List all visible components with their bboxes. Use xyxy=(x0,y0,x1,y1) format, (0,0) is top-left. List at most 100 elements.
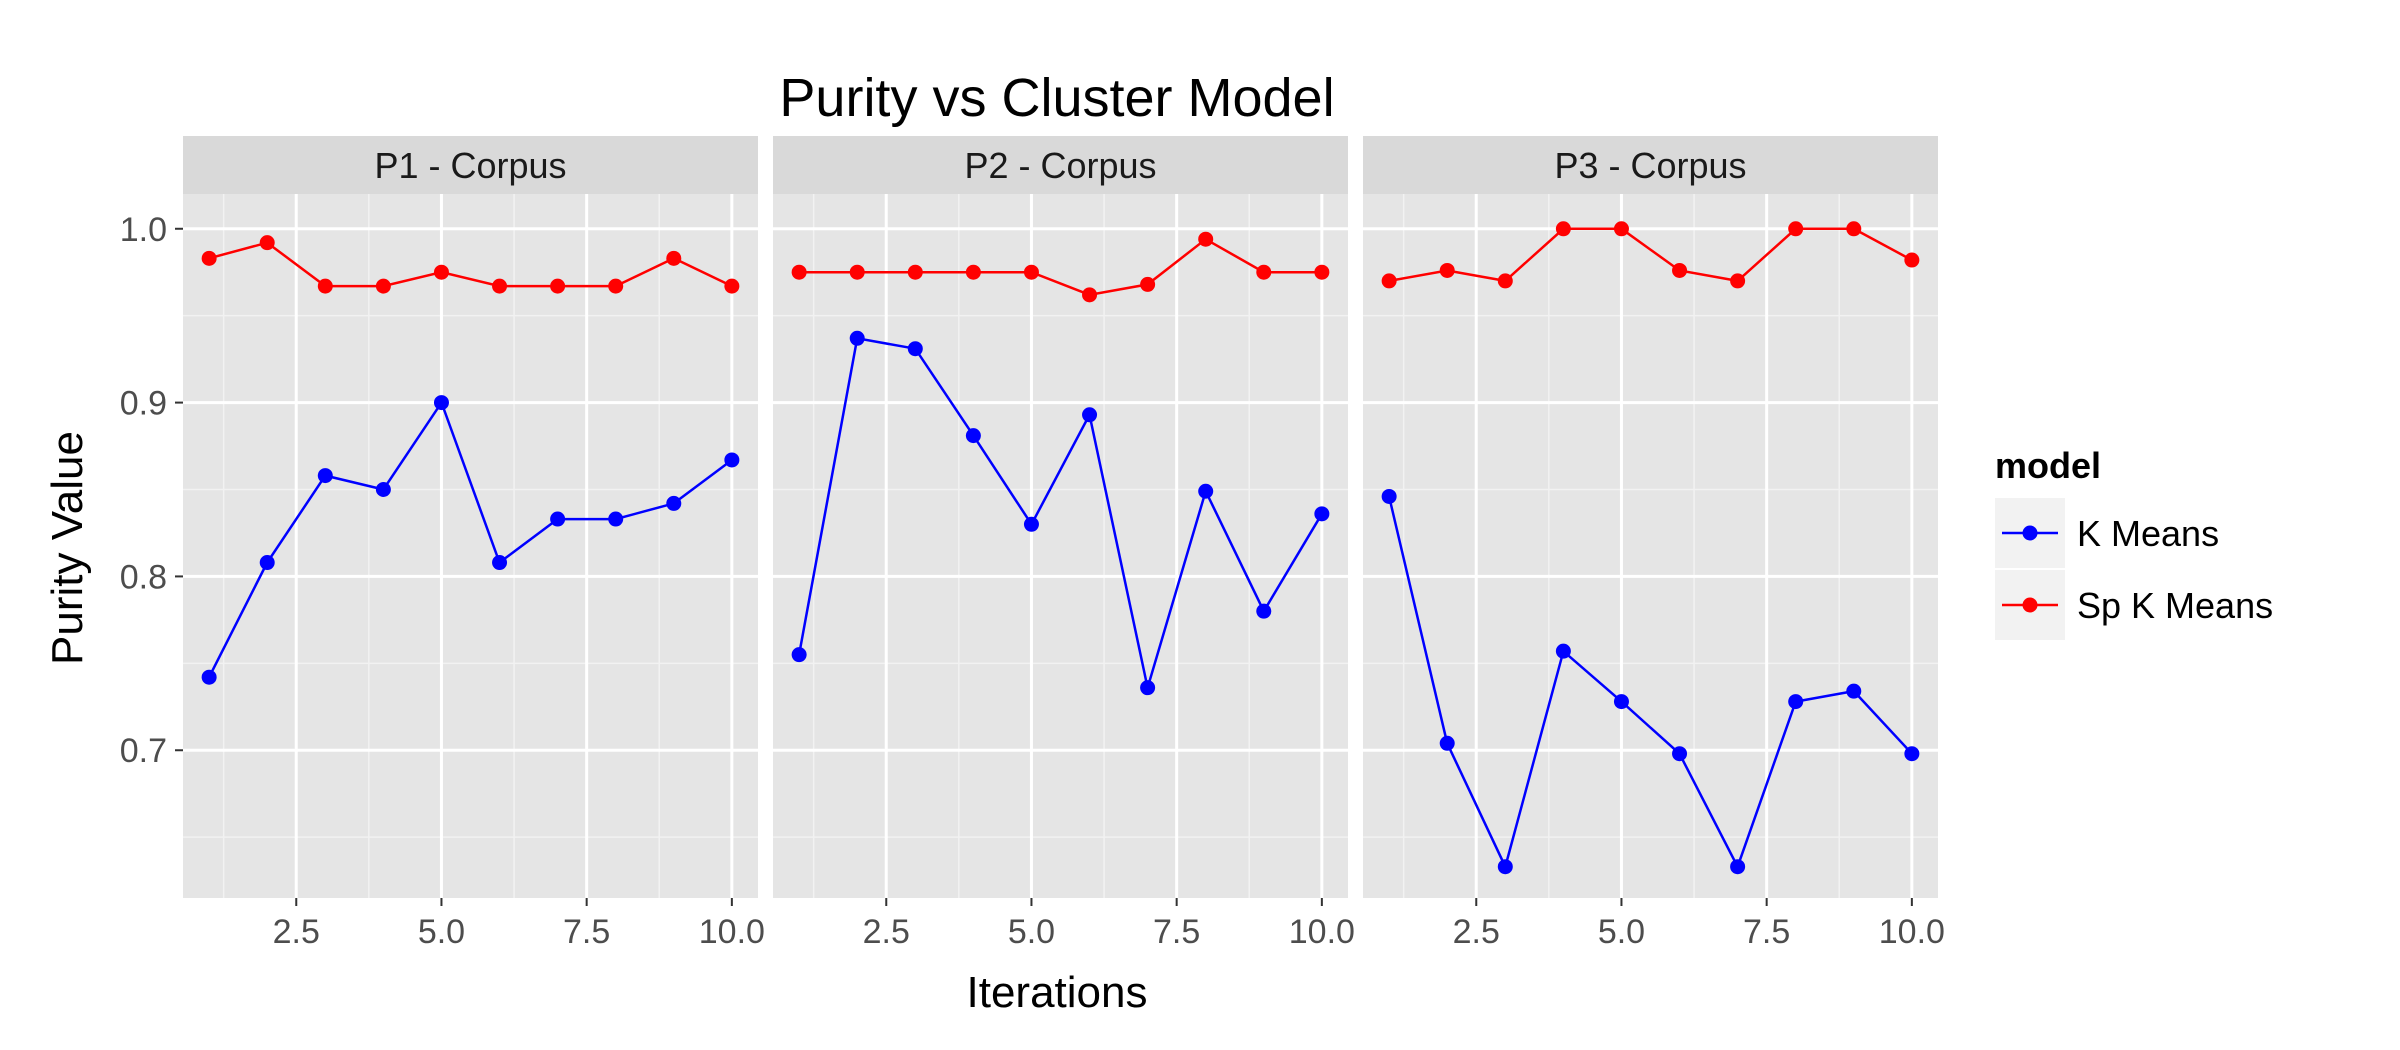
data-point xyxy=(550,278,566,294)
facet-strip xyxy=(773,136,1348,194)
data-point xyxy=(433,264,449,280)
x-tick-label: 7.5 xyxy=(563,913,610,951)
data-point xyxy=(1256,264,1272,280)
panel-background xyxy=(1363,194,1938,898)
data-point xyxy=(791,647,807,663)
data-point xyxy=(375,482,391,498)
panel-background xyxy=(183,194,758,898)
data-point xyxy=(492,555,508,571)
y-tick-label: 0.8 xyxy=(120,558,167,596)
data-point xyxy=(1439,735,1455,751)
legend: model K Means Sp K Means xyxy=(1995,445,2273,640)
data-point xyxy=(907,264,923,280)
series-line xyxy=(207,399,733,678)
data-point xyxy=(1555,643,1571,659)
legend-title: model xyxy=(1995,445,2101,486)
facet-strip-label: P3 - Corpus xyxy=(1554,145,1746,186)
series-line xyxy=(208,241,733,288)
data-point xyxy=(1082,287,1098,303)
data-point xyxy=(1439,262,1455,278)
data-point xyxy=(1198,231,1214,247)
data-point xyxy=(1198,483,1214,499)
data-point xyxy=(550,511,566,527)
series-line xyxy=(797,336,1323,689)
data-point xyxy=(1730,859,1746,875)
data-point xyxy=(1381,273,1397,289)
x-tick-label: 10.0 xyxy=(1289,913,1355,951)
series-line xyxy=(799,237,1322,297)
data-point xyxy=(907,341,923,357)
facet-panels: P1 - Corpus 2.5 5.0 7.5 10.0 0.7 0.8 0.9 1.0 P2 -… xyxy=(120,136,1945,951)
data-point xyxy=(259,235,275,251)
y-axis-title: Purity Value xyxy=(43,431,92,665)
data-point xyxy=(1672,746,1688,762)
data-point xyxy=(1497,859,1513,875)
data-point xyxy=(1555,221,1571,237)
data-point xyxy=(1497,273,1513,289)
x-tick-label: 2.5 xyxy=(863,913,910,951)
data-point xyxy=(1846,683,1862,699)
x-tick-label: 5.0 xyxy=(418,913,465,951)
data-point xyxy=(1788,694,1804,710)
data-point xyxy=(1314,264,1330,280)
facet-panel: P2 - Corpus 2.5 5.0 7.5 10.0 xyxy=(773,136,1355,951)
data-point xyxy=(317,278,333,294)
legend-label: Sp K Means xyxy=(2077,585,2273,626)
facet-strip xyxy=(183,136,758,194)
data-point xyxy=(433,395,449,411)
panel-background xyxy=(773,194,1348,898)
legend-label: K Means xyxy=(2077,513,2219,554)
facet-panel: P3 - Corpus 2.5 5.0 7.5 10.0 xyxy=(1363,136,1945,951)
series-line xyxy=(1388,227,1913,283)
data-point xyxy=(259,555,275,571)
x-tick-label: 2.5 xyxy=(273,913,320,951)
data-point xyxy=(1846,221,1862,237)
data-point xyxy=(317,468,333,484)
data-point xyxy=(724,278,740,294)
series-line xyxy=(1387,496,1913,871)
data-point xyxy=(1023,516,1039,532)
data-point xyxy=(201,250,217,266)
x-tick-label: 2.5 xyxy=(1453,913,1500,951)
x-tick-label: 10.0 xyxy=(699,913,765,951)
x-tick-label: 10.0 xyxy=(1879,913,1945,951)
facet-strip xyxy=(1363,136,1938,194)
data-point xyxy=(1314,506,1330,522)
data-point xyxy=(849,264,865,280)
data-point xyxy=(849,330,865,346)
data-point xyxy=(1672,262,1688,278)
data-point xyxy=(724,452,740,468)
data-point xyxy=(1613,221,1629,237)
data-point xyxy=(666,495,682,511)
data-point xyxy=(608,511,624,527)
data-point xyxy=(1140,276,1156,292)
data-point xyxy=(1904,252,1920,268)
data-point xyxy=(791,264,807,280)
data-point xyxy=(1140,680,1156,696)
y-tick-label: 1.0 xyxy=(120,211,167,249)
data-point xyxy=(1082,407,1098,423)
data-point xyxy=(1381,488,1397,504)
data-point xyxy=(1256,603,1272,619)
data-point xyxy=(1730,273,1746,289)
data-point xyxy=(1788,221,1804,237)
y-tick-label: 0.9 xyxy=(120,385,167,423)
data-point xyxy=(1023,264,1039,280)
data-point xyxy=(608,278,624,294)
legend-key-point xyxy=(2022,525,2038,541)
data-point xyxy=(965,264,981,280)
legend-entry: K Means xyxy=(1995,498,2219,568)
facet-strip-label: P1 - Corpus xyxy=(374,145,566,186)
legend-key-point xyxy=(2022,597,2038,613)
chart-title: Purity vs Cluster Model xyxy=(779,68,1334,128)
legend-entries: K Means Sp K Means xyxy=(1995,498,2273,640)
legend-entry: Sp K Means xyxy=(1995,570,2273,640)
x-tick-label: 5.0 xyxy=(1598,913,1645,951)
x-tick-label: 7.5 xyxy=(1153,913,1200,951)
x-tick-label: 5.0 xyxy=(1008,913,1055,951)
x-axis-title: Iterations xyxy=(967,968,1148,1017)
facet-panel: P1 - Corpus 2.5 5.0 7.5 10.0 0.7 0.8 0.9 1.0 xyxy=(120,136,765,951)
facet-strip-label: P2 - Corpus xyxy=(964,145,1156,186)
x-tick-label: 7.5 xyxy=(1743,913,1790,951)
